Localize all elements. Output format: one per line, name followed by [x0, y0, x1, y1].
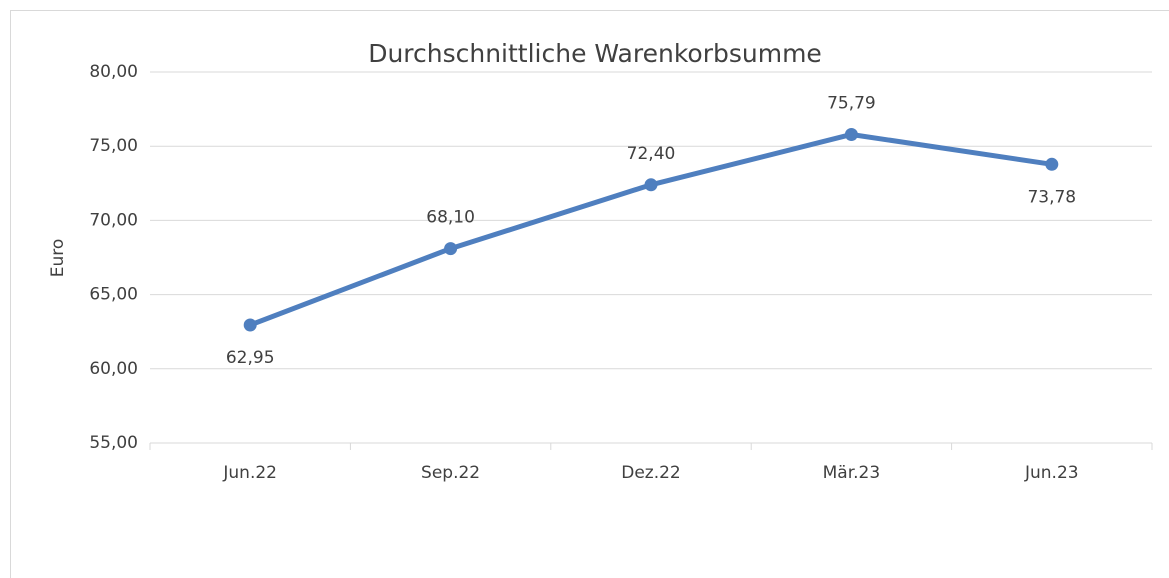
- y-axis-label: Euro: [48, 239, 68, 278]
- data-point: [1045, 157, 1059, 171]
- data-point: [644, 178, 658, 192]
- data-label: 75,79: [827, 93, 876, 113]
- data-point: [243, 318, 257, 332]
- data-point: [844, 127, 858, 141]
- y-tick-label: 80,00: [89, 62, 138, 82]
- chart-frame: [10, 10, 1169, 578]
- y-tick-label: 60,00: [89, 359, 138, 379]
- y-tick-label: 75,00: [89, 136, 138, 156]
- x-tick-label: Mär.23: [823, 463, 881, 483]
- y-tick-label: 55,00: [89, 433, 138, 453]
- chart-title: Durchschnittliche Warenkorbsumme: [368, 39, 822, 68]
- x-tick-label: Jun.23: [1024, 463, 1079, 483]
- data-point: [444, 242, 458, 256]
- x-tick-label: Sep.22: [421, 463, 480, 483]
- y-tick-label: 70,00: [89, 210, 138, 230]
- x-tick-label: Dez.22: [621, 463, 681, 483]
- data-label: 73,78: [1027, 187, 1076, 207]
- data-label: 68,10: [426, 208, 475, 228]
- data-label: 62,95: [226, 348, 275, 368]
- x-tick-label: Jun.22: [222, 463, 277, 483]
- data-label: 72,40: [627, 144, 676, 164]
- y-tick-label: 65,00: [89, 285, 138, 305]
